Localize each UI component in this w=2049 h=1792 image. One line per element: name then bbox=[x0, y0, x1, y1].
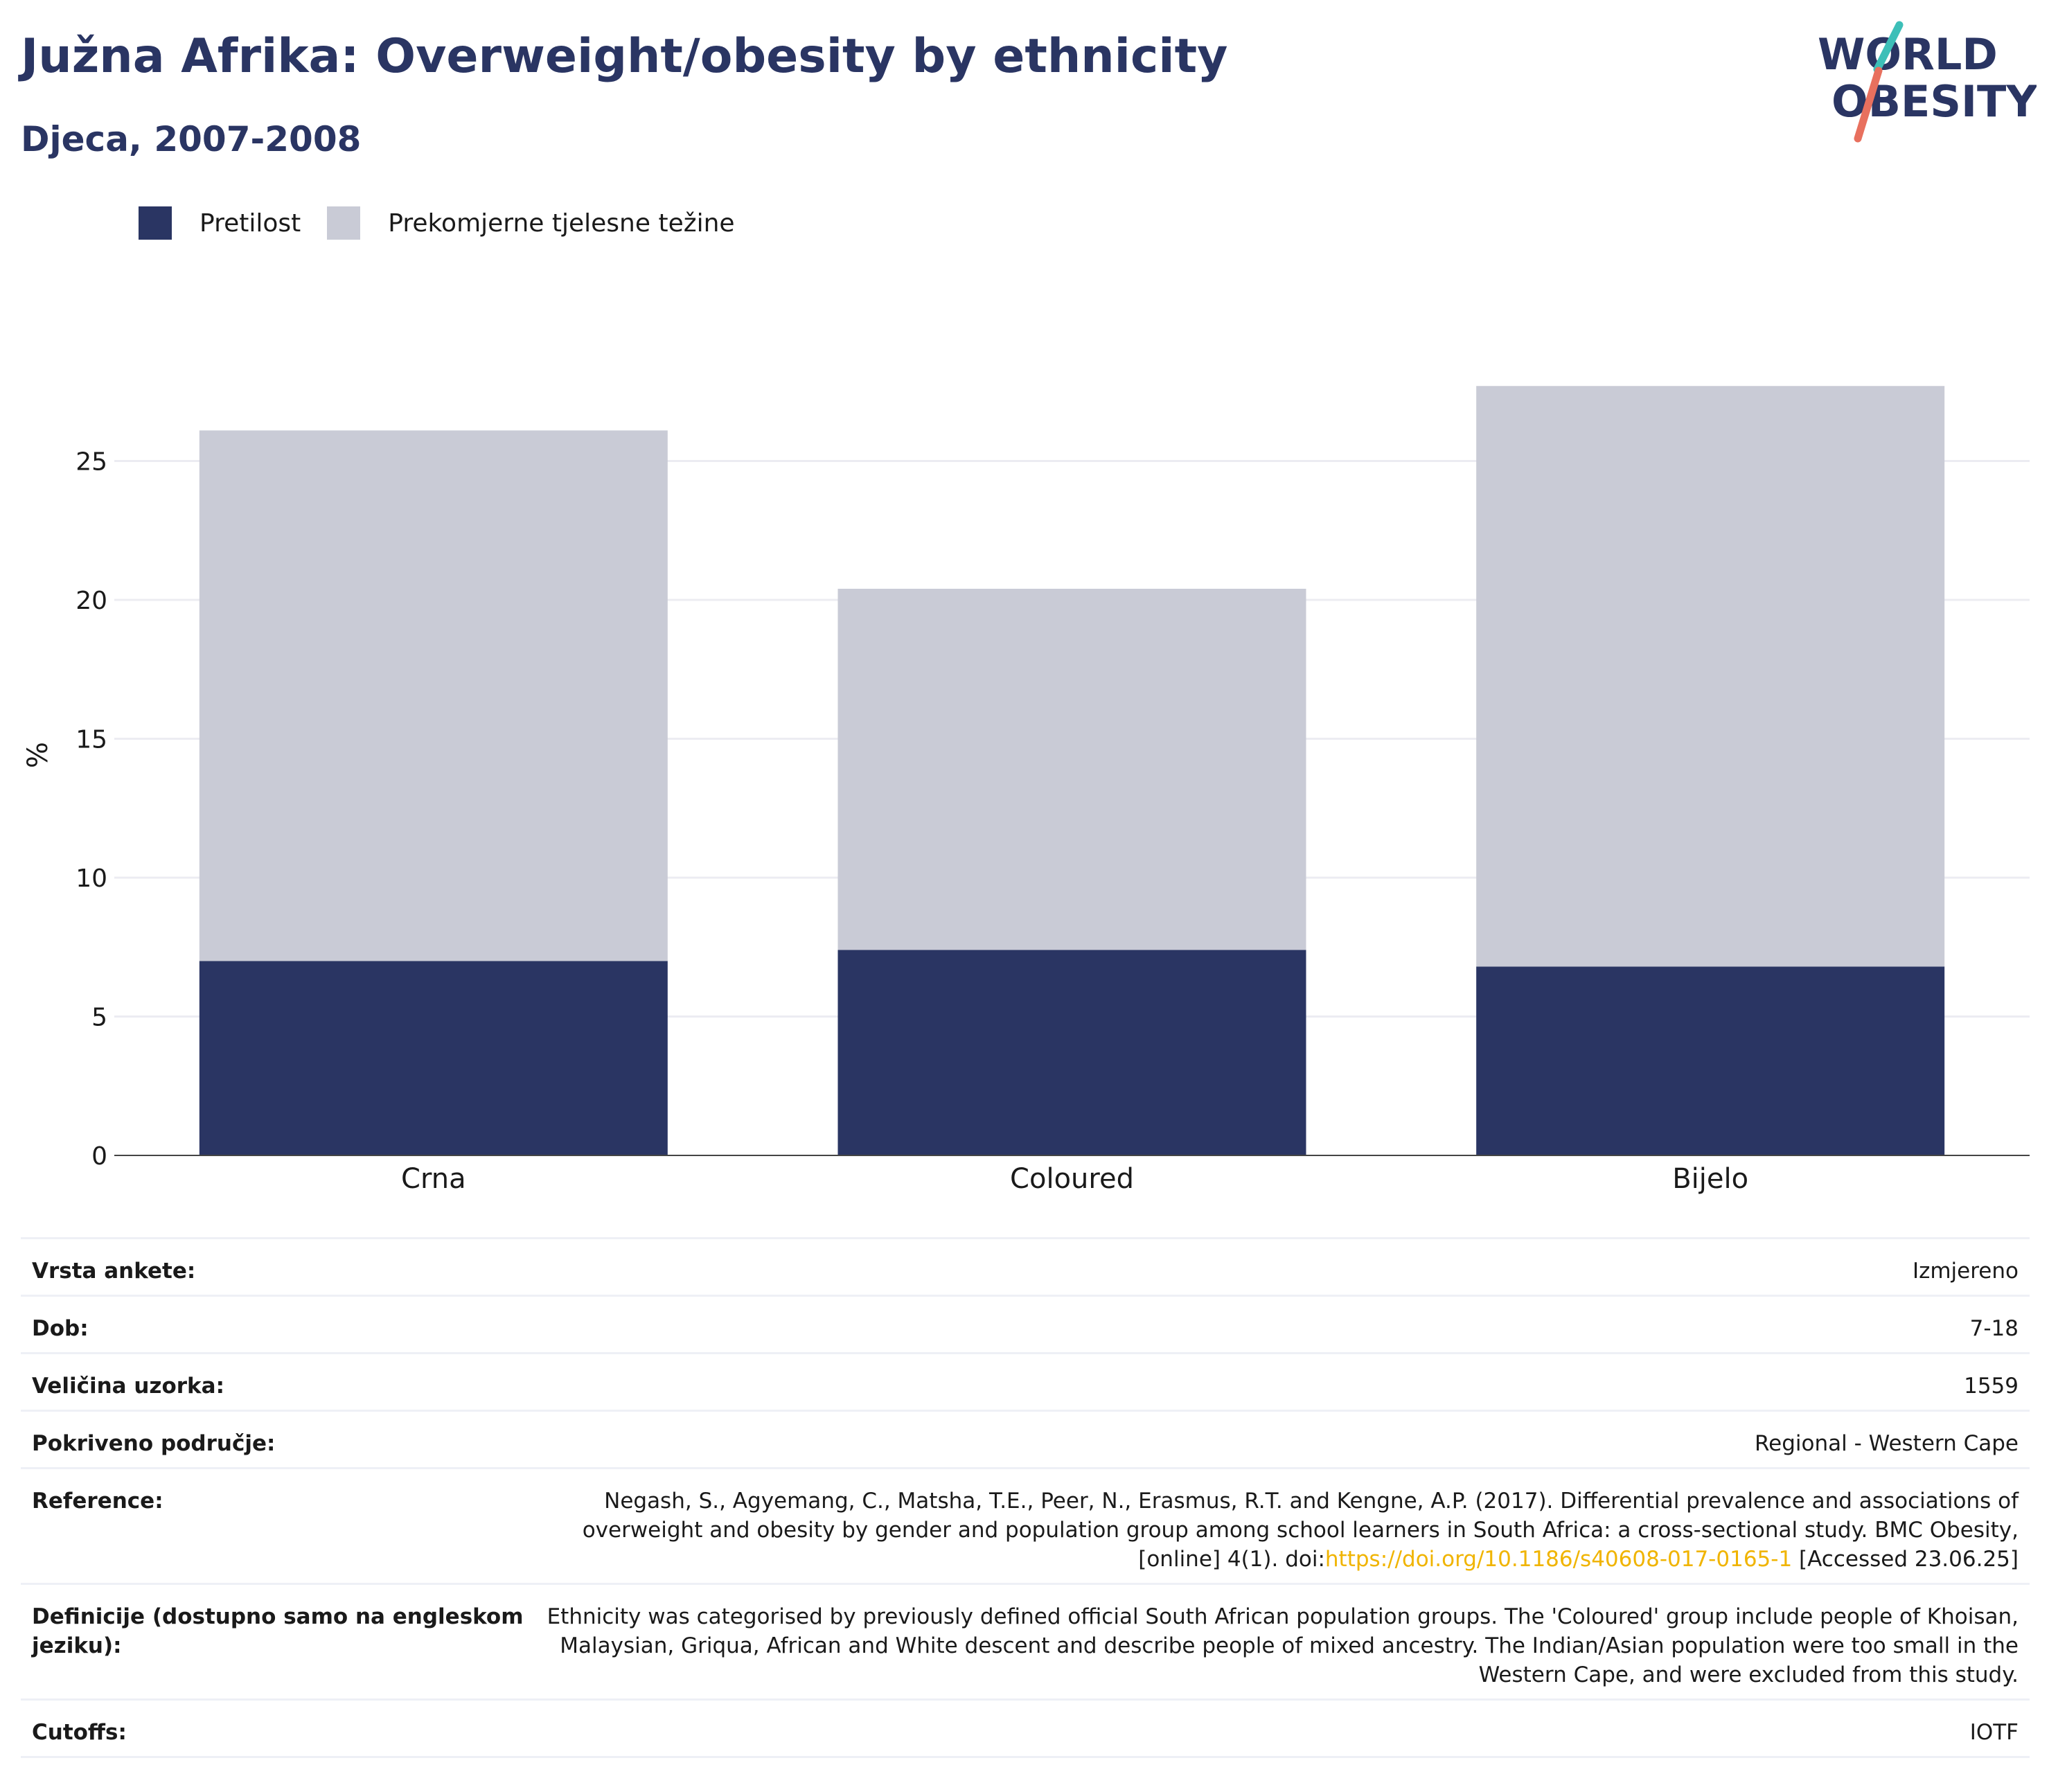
bar-pretilost-1[interactable] bbox=[837, 950, 1306, 1155]
y-tick-label: 15 bbox=[76, 726, 107, 754]
meta-row-age: Dob: 7-18 bbox=[21, 1295, 2030, 1352]
meta-value: Regional - Western Cape bbox=[1754, 1431, 2019, 1456]
meta-row-cutoffs: Cutoffs: IOTF bbox=[21, 1698, 2030, 1758]
y-tick-label: 20 bbox=[76, 587, 107, 615]
y-axis-label: % bbox=[22, 742, 54, 768]
metadata-table: Vrsta ankete: Izmjereno Dob: 7-18 Veliči… bbox=[21, 1237, 2030, 1758]
x-tick-label: Coloured bbox=[1010, 1163, 1134, 1195]
meta-key: Reference: bbox=[32, 1489, 163, 1514]
meta-row-survey-type: Vrsta ankete: Izmjereno bbox=[21, 1237, 2030, 1295]
meta-row-sample-size: Veličina uzorka: 1559 bbox=[21, 1352, 2030, 1410]
y-tick-label: 10 bbox=[76, 864, 107, 893]
meta-key: Definicije (dostupno samo na engleskom j… bbox=[32, 1604, 524, 1658]
meta-value: 1559 bbox=[1964, 1374, 2019, 1399]
meta-key: Vrsta ankete: bbox=[32, 1259, 196, 1284]
bar-prekomjerne-1[interactable] bbox=[837, 588, 1306, 950]
legend-swatch-prekomjerne bbox=[327, 206, 361, 240]
reference-accessed: [Accessed 23.06.25] bbox=[1792, 1547, 2019, 1572]
meta-row-definitions: Definicije (dostupno samo na engleskom j… bbox=[21, 1583, 2030, 1698]
y-tick-label: 25 bbox=[76, 448, 107, 477]
bar-prekomjerne-0[interactable] bbox=[199, 430, 668, 961]
meta-row-area-covered: Pokriveno područje: Regional - Western C… bbox=[21, 1410, 2030, 1467]
meta-key: Cutoffs: bbox=[32, 1720, 127, 1745]
logo-teal-stroke bbox=[1873, 21, 1904, 73]
legend-label-pretilost: Pretilost bbox=[199, 209, 301, 238]
meta-key: Dob: bbox=[32, 1316, 89, 1341]
stacked-bar-chart: 0 5 10 15 20 25% Crna Coloured Bijelo bbox=[22, 386, 2030, 1195]
meta-value: IOTF bbox=[1969, 1720, 2019, 1745]
meta-key: Veličina uzorka: bbox=[32, 1374, 224, 1399]
meta-value: 7-18 bbox=[1969, 1316, 2019, 1341]
legend-label-prekomjerne: Prekomjerne tjelesne težine bbox=[388, 209, 735, 238]
reference-text: Negash, S., Agyemang, C., Matsha, T.E., … bbox=[582, 1489, 2019, 1572]
legend-item-prekomjerne[interactable]: Prekomjerne tjelesne težine bbox=[327, 206, 735, 240]
meta-row-reference: Reference: Negash, S., Agyemang, C., Mat… bbox=[21, 1467, 2030, 1583]
y-tick-label: 5 bbox=[91, 1004, 107, 1032]
world-obesity-logo: WORLD OBESITY bbox=[1818, 21, 2037, 143]
meta-value: Ethnicity was categorised by previously … bbox=[547, 1604, 2019, 1687]
bar-pretilost-2[interactable] bbox=[1476, 966, 1945, 1155]
chart-title: Južna Afrika: Overweight/obesity by ethn… bbox=[21, 29, 1228, 84]
x-tick-label: Bijelo bbox=[1672, 1163, 1748, 1195]
meta-value: Izmjereno bbox=[1912, 1259, 2019, 1284]
meta-key: Pokriveno područje: bbox=[32, 1431, 276, 1456]
bar-prekomjerne-2[interactable] bbox=[1476, 386, 1945, 967]
legend-swatch-pretilost bbox=[139, 206, 172, 240]
chart-legend: Pretilost Prekomjerne tjelesne težine bbox=[139, 206, 761, 240]
reference-doi-link[interactable]: https://doi.org/10.1186/s40608-017-0165-… bbox=[1324, 1547, 1793, 1572]
meta-value: Negash, S., Agyemang, C., Matsha, T.E., … bbox=[544, 1469, 2019, 1574]
y-tick-label: 0 bbox=[91, 1142, 107, 1171]
bar-pretilost-0[interactable] bbox=[199, 961, 668, 1155]
legend-item-pretilost[interactable]: Pretilost bbox=[139, 206, 301, 240]
chart-subtitle: Djeca, 2007-2008 bbox=[21, 119, 362, 159]
logo-coral-stroke bbox=[1854, 66, 1883, 143]
x-tick-label: Crna bbox=[401, 1163, 466, 1195]
logo-line1: WORLD bbox=[1818, 29, 1998, 80]
